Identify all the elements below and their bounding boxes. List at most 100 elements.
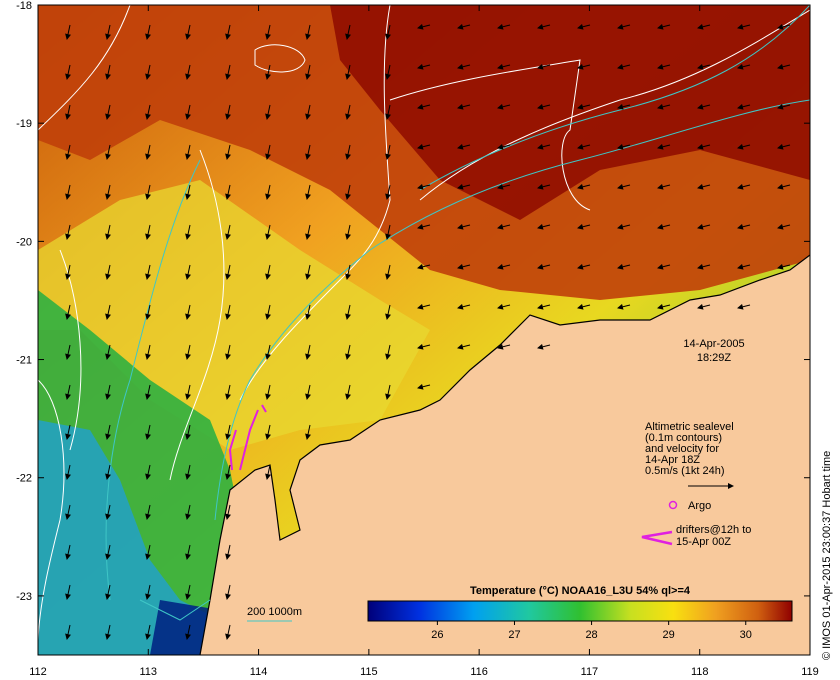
- velocity-arrow: [105, 264, 111, 280]
- bathymetry-label: 200 1000m: [247, 606, 302, 618]
- velocity-arrow: [657, 223, 671, 230]
- velocity-arrow: [385, 104, 391, 120]
- velocity-arrow: [145, 544, 151, 560]
- colorbar-tick-label: 26: [431, 629, 443, 641]
- velocity-arrow: [457, 23, 471, 30]
- velocity-arrow: [65, 464, 71, 480]
- velocity-arrow: [185, 144, 191, 160]
- velocity-arrow: [305, 64, 311, 80]
- velocity-arrow: [617, 223, 631, 230]
- velocity-arrow: [345, 184, 351, 200]
- velocity-arrow: [457, 143, 471, 150]
- colorbar-tick-label: 28: [585, 629, 597, 641]
- velocity-arrow: [305, 224, 311, 240]
- velocity-arrow: [537, 23, 551, 30]
- drifter-tracks: [228, 404, 267, 471]
- velocity-arrow: [305, 184, 311, 200]
- velocity-arrow: [65, 144, 71, 160]
- altimetric-legend: Altimetric sealevel (0.1m contours) and ve…: [645, 421, 734, 489]
- velocity-arrow: [105, 424, 111, 440]
- velocity-arrow: [225, 464, 231, 480]
- velocity-arrow: [385, 304, 391, 320]
- velocity-arrow: [105, 224, 111, 240]
- velocity-arrow: [497, 343, 511, 350]
- drifters-legend-text: drifters@12h to 15-Apr 00Z: [676, 524, 751, 548]
- velocity-arrow: [105, 104, 111, 120]
- velocity-arrow: [657, 303, 671, 310]
- velocity-arrow: [185, 104, 191, 120]
- velocity-arrow: [265, 64, 271, 80]
- velocity-arrow: [577, 263, 591, 270]
- velocity-arrow: [737, 103, 751, 110]
- velocity-arrow: [457, 223, 471, 230]
- velocity-arrow: [105, 304, 111, 320]
- drifter-marker-icon: [641, 530, 673, 546]
- velocity-arrow: [497, 303, 511, 310]
- velocity-arrow: [577, 23, 591, 30]
- velocity-arrow: [145, 104, 151, 120]
- sealevel-contours: [38, 5, 810, 641]
- velocity-arrow: [185, 304, 191, 320]
- velocity-arrow: [225, 544, 231, 560]
- colorbar-tick-label: 27: [508, 629, 520, 641]
- velocity-arrow: [617, 103, 631, 110]
- velocity-arrow: [737, 143, 751, 150]
- velocity-arrow: [537, 303, 551, 310]
- velocity-arrow: [105, 624, 111, 640]
- velocity-arrow: [385, 344, 391, 360]
- velocity-arrow: [777, 223, 791, 230]
- velocity-arrow: [497, 183, 511, 190]
- velocity-arrow: [145, 624, 151, 640]
- velocity-arrow: [577, 143, 591, 150]
- velocity-arrow: [737, 23, 751, 30]
- bathymetry-legend: 200 1000m: [247, 606, 302, 622]
- lon-tick-label: 115: [360, 666, 378, 678]
- velocity-arrow: [145, 184, 151, 200]
- velocity-arrow: [457, 183, 471, 190]
- velocity-arrow: [145, 464, 151, 480]
- velocity-arrow: [617, 303, 631, 310]
- velocity-arrow: [65, 584, 71, 600]
- velocity-arrow: [345, 264, 351, 280]
- colorbar-title: Temperature (°C) NOAA16_L3U 54% ql>=4: [470, 585, 691, 597]
- velocity-arrow: [185, 424, 191, 440]
- velocity-arrow: [697, 183, 711, 190]
- velocity-arrow: [617, 143, 631, 150]
- colorbar: [367, 600, 793, 622]
- velocity-arrow: [65, 64, 71, 80]
- sst-hot-region: [330, 5, 810, 220]
- date-label: 14-Apr-2005: [683, 338, 744, 350]
- velocity-arrow: [185, 544, 191, 560]
- velocity-arrow: [345, 144, 351, 160]
- velocity-arrow: [417, 63, 431, 70]
- velocity-arrow: [617, 23, 631, 30]
- velocity-arrow: [105, 24, 111, 40]
- velocity-arrow: [777, 103, 791, 110]
- velocity-arrow: [537, 183, 551, 190]
- velocity-arrow: [225, 344, 231, 360]
- velocity-arrow: [777, 183, 791, 190]
- velocity-arrow: [657, 143, 671, 150]
- velocity-arrow: [537, 223, 551, 230]
- lat-tick-label: -23: [16, 591, 32, 603]
- velocity-arrow: [225, 384, 231, 400]
- velocity-arrow: [385, 224, 391, 240]
- velocity-arrow: [145, 224, 151, 240]
- velocity-arrow: [65, 224, 71, 240]
- map-plot-area: [38, 5, 810, 655]
- velocity-arrow: [417, 223, 431, 230]
- velocity-arrow: [265, 104, 271, 120]
- velocity-arrow: [537, 263, 551, 270]
- velocity-arrow: [385, 144, 391, 160]
- map-frame: [37, 4, 811, 656]
- velocity-arrow: [417, 383, 431, 390]
- velocity-arrow: [65, 504, 71, 520]
- velocity-arrow: [145, 144, 151, 160]
- velocity-arrow: [265, 24, 271, 40]
- velocity-arrow: [497, 103, 511, 110]
- argo-label: Argo: [688, 500, 711, 512]
- lon-tick-label: 119: [801, 666, 819, 678]
- velocity-arrow: [105, 544, 111, 560]
- velocity-arrow: [497, 23, 511, 30]
- velocity-arrow: [105, 464, 111, 480]
